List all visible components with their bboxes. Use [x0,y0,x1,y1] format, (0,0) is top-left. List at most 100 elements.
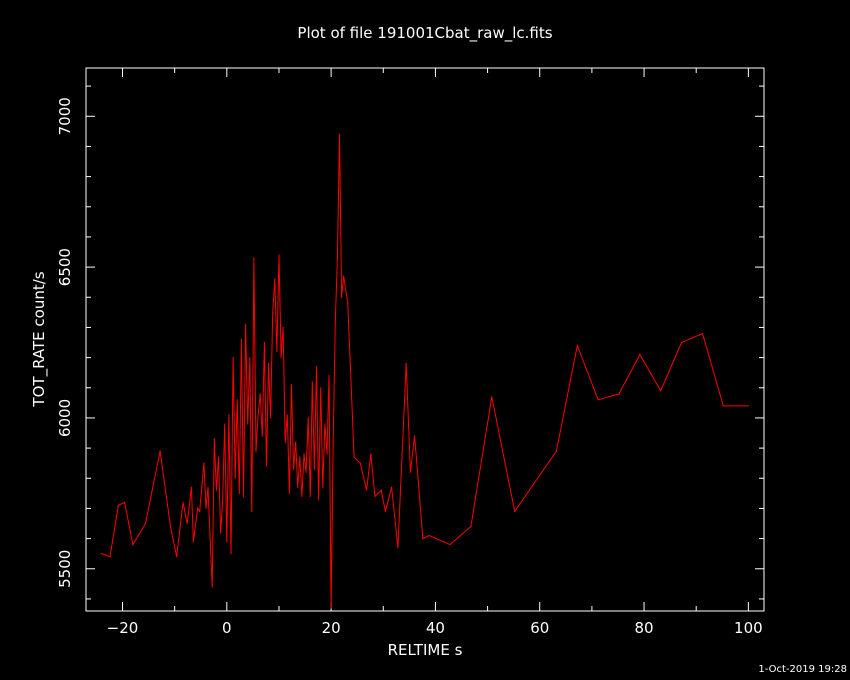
x-tick-label: 40 [426,619,445,637]
data-point [681,341,683,344]
data-point [199,510,201,512]
data-point [251,510,253,512]
data-point [255,450,257,452]
data-point [353,456,355,458]
data-point [309,495,311,497]
data-point [328,375,330,377]
data-point [301,495,303,497]
data-point [324,423,326,425]
data-point [555,450,558,452]
data-point [409,471,411,473]
data-point [384,510,386,512]
data-point [240,338,242,341]
axis-tick-labels: −20 0 20 40 60 80 100 5500 6000 6500 7000 [56,97,763,637]
data-point [282,326,284,328]
data-point [228,414,230,416]
data-point [274,278,276,280]
data-point [330,607,332,609]
data-point [230,553,232,555]
data-point [293,468,295,470]
data-point [318,498,320,500]
data-point [428,535,430,537]
data-point [336,257,338,259]
data-point [278,254,280,256]
data-point [190,486,192,488]
x-tick-label: 100 [734,619,763,637]
data-point [391,486,393,488]
data-point [247,423,249,425]
y-tick-label: 5500 [56,550,74,588]
data-point [449,544,451,546]
data-point [224,423,226,425]
data-point [315,366,318,368]
data-point [280,357,282,359]
data-point [242,495,245,497]
data-point [232,357,234,359]
data-point [332,441,334,443]
x-tick-label: −20 [107,619,139,637]
y-axis-label: TOT_RATE count/s [30,271,49,407]
data-point [491,396,493,398]
data-point [295,441,297,443]
data-point [422,538,424,540]
data-point [276,351,278,353]
data-point [341,296,343,298]
data-point [201,486,203,488]
data-point [701,332,704,335]
data-point [215,489,217,491]
data-point [205,507,207,509]
data-point [288,492,290,494]
data-point [220,532,222,534]
data-point [347,302,349,304]
data-point [305,471,307,473]
data-point [286,414,288,416]
data-point [272,311,274,313]
data-point [380,489,382,491]
y-tick-label: 6000 [56,399,74,437]
data-point [186,522,188,525]
data-point [338,133,341,135]
data-point [270,417,272,419]
data-point [303,453,305,455]
data-point [576,344,578,347]
data-point [320,387,322,389]
chart-title: Plot of file 191001Cbat_raw_lc.fits [297,24,552,43]
y-tick-label: 6500 [56,248,74,286]
data-point [249,357,251,359]
x-tick-label: 20 [322,619,341,637]
data-point [101,553,103,555]
data-point [334,320,336,322]
data-point [370,453,372,455]
data-point [211,586,213,588]
data-point [397,547,399,549]
axis-ticks [86,68,764,611]
footer-timestamp: 1-Oct-2019 19:28 [758,664,847,675]
data-point [618,393,620,395]
data-point [213,438,215,440]
y-tick-label: 7000 [56,97,74,135]
data-point [245,323,247,325]
data-point [597,399,599,401]
data-point [176,556,178,558]
data-point [259,393,261,395]
data-point [290,384,293,386]
data-point [207,486,209,488]
data-point [236,399,238,401]
data-point [470,525,472,528]
data-point [192,541,194,543]
data-point [322,486,324,488]
data-point [197,507,199,509]
data-point [297,486,299,488]
data-point [117,504,119,506]
data-point [263,341,265,344]
data-point [284,441,286,443]
series-line [101,134,749,609]
x-tick-label: 80 [634,619,653,637]
data-point [359,462,361,464]
data-point [209,538,211,540]
data-point [124,501,126,503]
data-point [109,556,111,558]
data-point [514,510,516,512]
x-tick-label: 0 [222,619,232,637]
